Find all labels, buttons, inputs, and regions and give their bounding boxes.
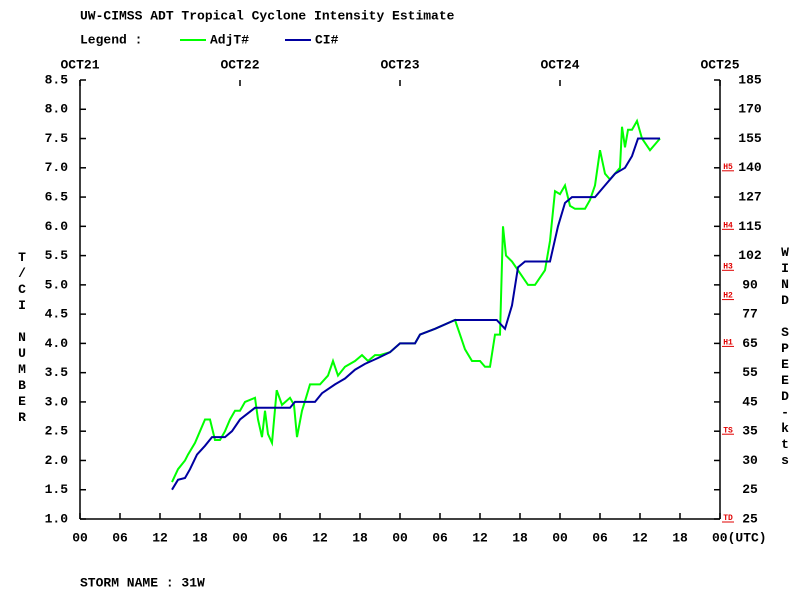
y-tick-label: 7.0 (45, 160, 69, 175)
x-tick-label: 06 (112, 530, 128, 545)
y2-axis-label: WIND SPEED-kts (778, 245, 793, 469)
y-tick-label: 4.0 (45, 336, 69, 351)
y-tick-label: 8.0 (45, 102, 69, 117)
x-tick-label: 00 (72, 530, 88, 545)
category-label: TS (723, 426, 733, 435)
chart-title: UW-CIMSS ADT Tropical Cyclone Intensity … (80, 8, 455, 23)
x2-tick-label: OCT23 (380, 57, 419, 72)
y2-tick-label: 77 (742, 307, 758, 322)
x-tick-label: 18 (352, 530, 368, 545)
y-tick-label: 1.0 (45, 511, 69, 526)
y-tick-label: 8.5 (45, 72, 69, 87)
legend-entry: CI# (315, 32, 339, 47)
category-label: TD (723, 514, 733, 523)
category-label: H1 (723, 339, 733, 348)
x-tick-label: 06 (272, 530, 288, 545)
y2-tick-label: 35 (742, 424, 758, 439)
y2-tick-label: 140 (738, 160, 762, 175)
y-tick-label: 1.5 (45, 482, 69, 497)
x-tick-label: 00 (552, 530, 568, 545)
x-tick-label: 12 (632, 530, 648, 545)
y-axis-label: T/CI NUMBER (15, 250, 30, 426)
y2-tick-label: 115 (738, 219, 762, 234)
x2-tick-label: OCT25 (700, 57, 739, 72)
y2-tick-label: 25 (742, 511, 758, 526)
x-tick-label: 18 (512, 530, 528, 545)
x-tick-label: 00 (232, 530, 248, 545)
x2-tick-label: OCT22 (220, 57, 259, 72)
category-label: H5 (723, 163, 733, 172)
y-tick-label: 5.0 (45, 277, 69, 292)
x-tick-label: 06 (432, 530, 448, 545)
y2-tick-label: 90 (742, 277, 758, 292)
x-tick-label: 18 (672, 530, 688, 545)
x-tick-label: 12 (152, 530, 168, 545)
y-tick-label: 2.0 (45, 453, 69, 468)
y2-tick-label: 185 (738, 72, 762, 87)
legend-label: Legend : (80, 32, 142, 47)
y2-tick-label: 45 (742, 394, 758, 409)
footer: STORM NAME : 31W (80, 575, 205, 590)
y-tick-label: 2.5 (45, 424, 69, 439)
x2-tick-label: OCT24 (540, 57, 579, 72)
y2-tick-label: 65 (742, 336, 758, 351)
x-tick-label: 18 (192, 530, 208, 545)
x2-tick-label: OCT21 (60, 57, 99, 72)
y2-tick-label: 25 (742, 482, 758, 497)
y2-tick-label: 127 (738, 190, 761, 205)
y-tick-label: 6.5 (45, 190, 69, 205)
y2-tick-label: 102 (738, 248, 762, 263)
y2-tick-label: 30 (742, 453, 758, 468)
y2-tick-label: 155 (738, 131, 762, 146)
category-label: H2 (723, 292, 733, 301)
series-line (171, 137, 660, 491)
x-tick-label: 00(UTC) (712, 530, 767, 545)
y-tick-label: 4.5 (45, 307, 69, 322)
y2-tick-label: 55 (742, 365, 758, 380)
y-tick-label: 3.0 (45, 394, 69, 409)
legend-entry: AdjT# (210, 32, 249, 47)
x-tick-label: 06 (592, 530, 608, 545)
y-tick-label: 5.5 (45, 248, 69, 263)
y-tick-label: 6.0 (45, 219, 69, 234)
category-label: H4 (723, 221, 733, 230)
y-tick-label: 7.5 (45, 131, 69, 146)
category-label: H3 (723, 262, 733, 271)
y-tick-label: 3.5 (45, 365, 69, 380)
x-tick-label: 00 (392, 530, 408, 545)
y2-tick-label: 170 (738, 102, 762, 117)
x-tick-label: 12 (312, 530, 328, 545)
x-tick-label: 12 (472, 530, 488, 545)
